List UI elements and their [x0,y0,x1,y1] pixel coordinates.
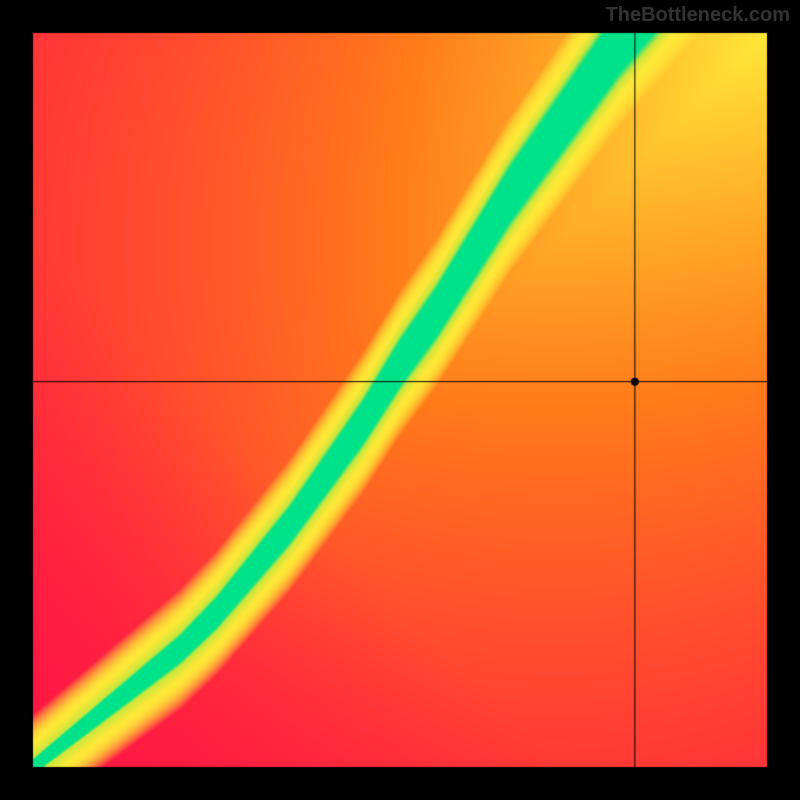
watermark-text: TheBottleneck.com [606,4,790,27]
chart-container: TheBottleneck.com [0,0,800,800]
bottleneck-heatmap [0,0,800,800]
